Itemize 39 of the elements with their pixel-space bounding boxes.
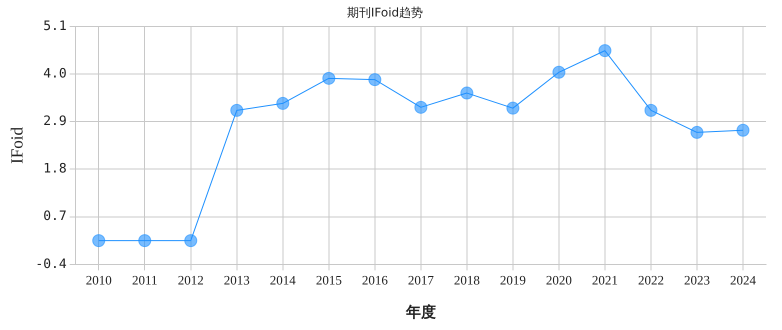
y-tick-label: 1.8 [43, 162, 67, 177]
x-tick-label: 2021 [592, 272, 618, 288]
y-tick-label: 4.0 [43, 66, 67, 82]
x-tick-label: 2019 [500, 272, 526, 288]
x-tick-label: 2014 [270, 272, 296, 288]
point [322, 72, 336, 85]
x-axis-title: 年度 [404, 302, 436, 321]
x-tick-label: 2024 [730, 272, 756, 288]
x-tick-label: 2020 [546, 272, 572, 288]
point [414, 100, 428, 114]
x-tick-label: 2012 [178, 272, 204, 288]
x-tick-label: 2011 [132, 272, 158, 288]
x-tick-label: 2017 [408, 272, 434, 288]
point [276, 96, 290, 110]
point [230, 104, 244, 117]
point [138, 234, 152, 248]
x-tick-label: 2018 [454, 272, 480, 288]
x-tick-label: 2023 [684, 272, 710, 288]
point [644, 104, 658, 117]
y-tick-label: -0.4 [35, 256, 67, 272]
x-tick-label: 2010 [86, 272, 112, 288]
point [184, 234, 198, 248]
x-tick-label: 2015 [316, 272, 342, 288]
point [598, 44, 612, 58]
point [368, 73, 382, 86]
point [92, 234, 106, 248]
y-tick-label: 2.9 [43, 114, 67, 129]
point [460, 86, 474, 100]
y-tick-label: 0.7 [43, 209, 67, 224]
chart-title: 期刊IFoid趋势 [346, 5, 424, 20]
point [690, 126, 704, 139]
x-tick-label: 2013 [224, 272, 250, 288]
point [552, 66, 566, 79]
y-tick-label: 5.1 [43, 18, 67, 34]
x-tick-label: 2022 [638, 272, 664, 288]
x-tick-label: 2016 [362, 272, 388, 288]
point [506, 102, 520, 115]
point [736, 124, 750, 137]
y-axis-title: IFoid [8, 126, 27, 164]
